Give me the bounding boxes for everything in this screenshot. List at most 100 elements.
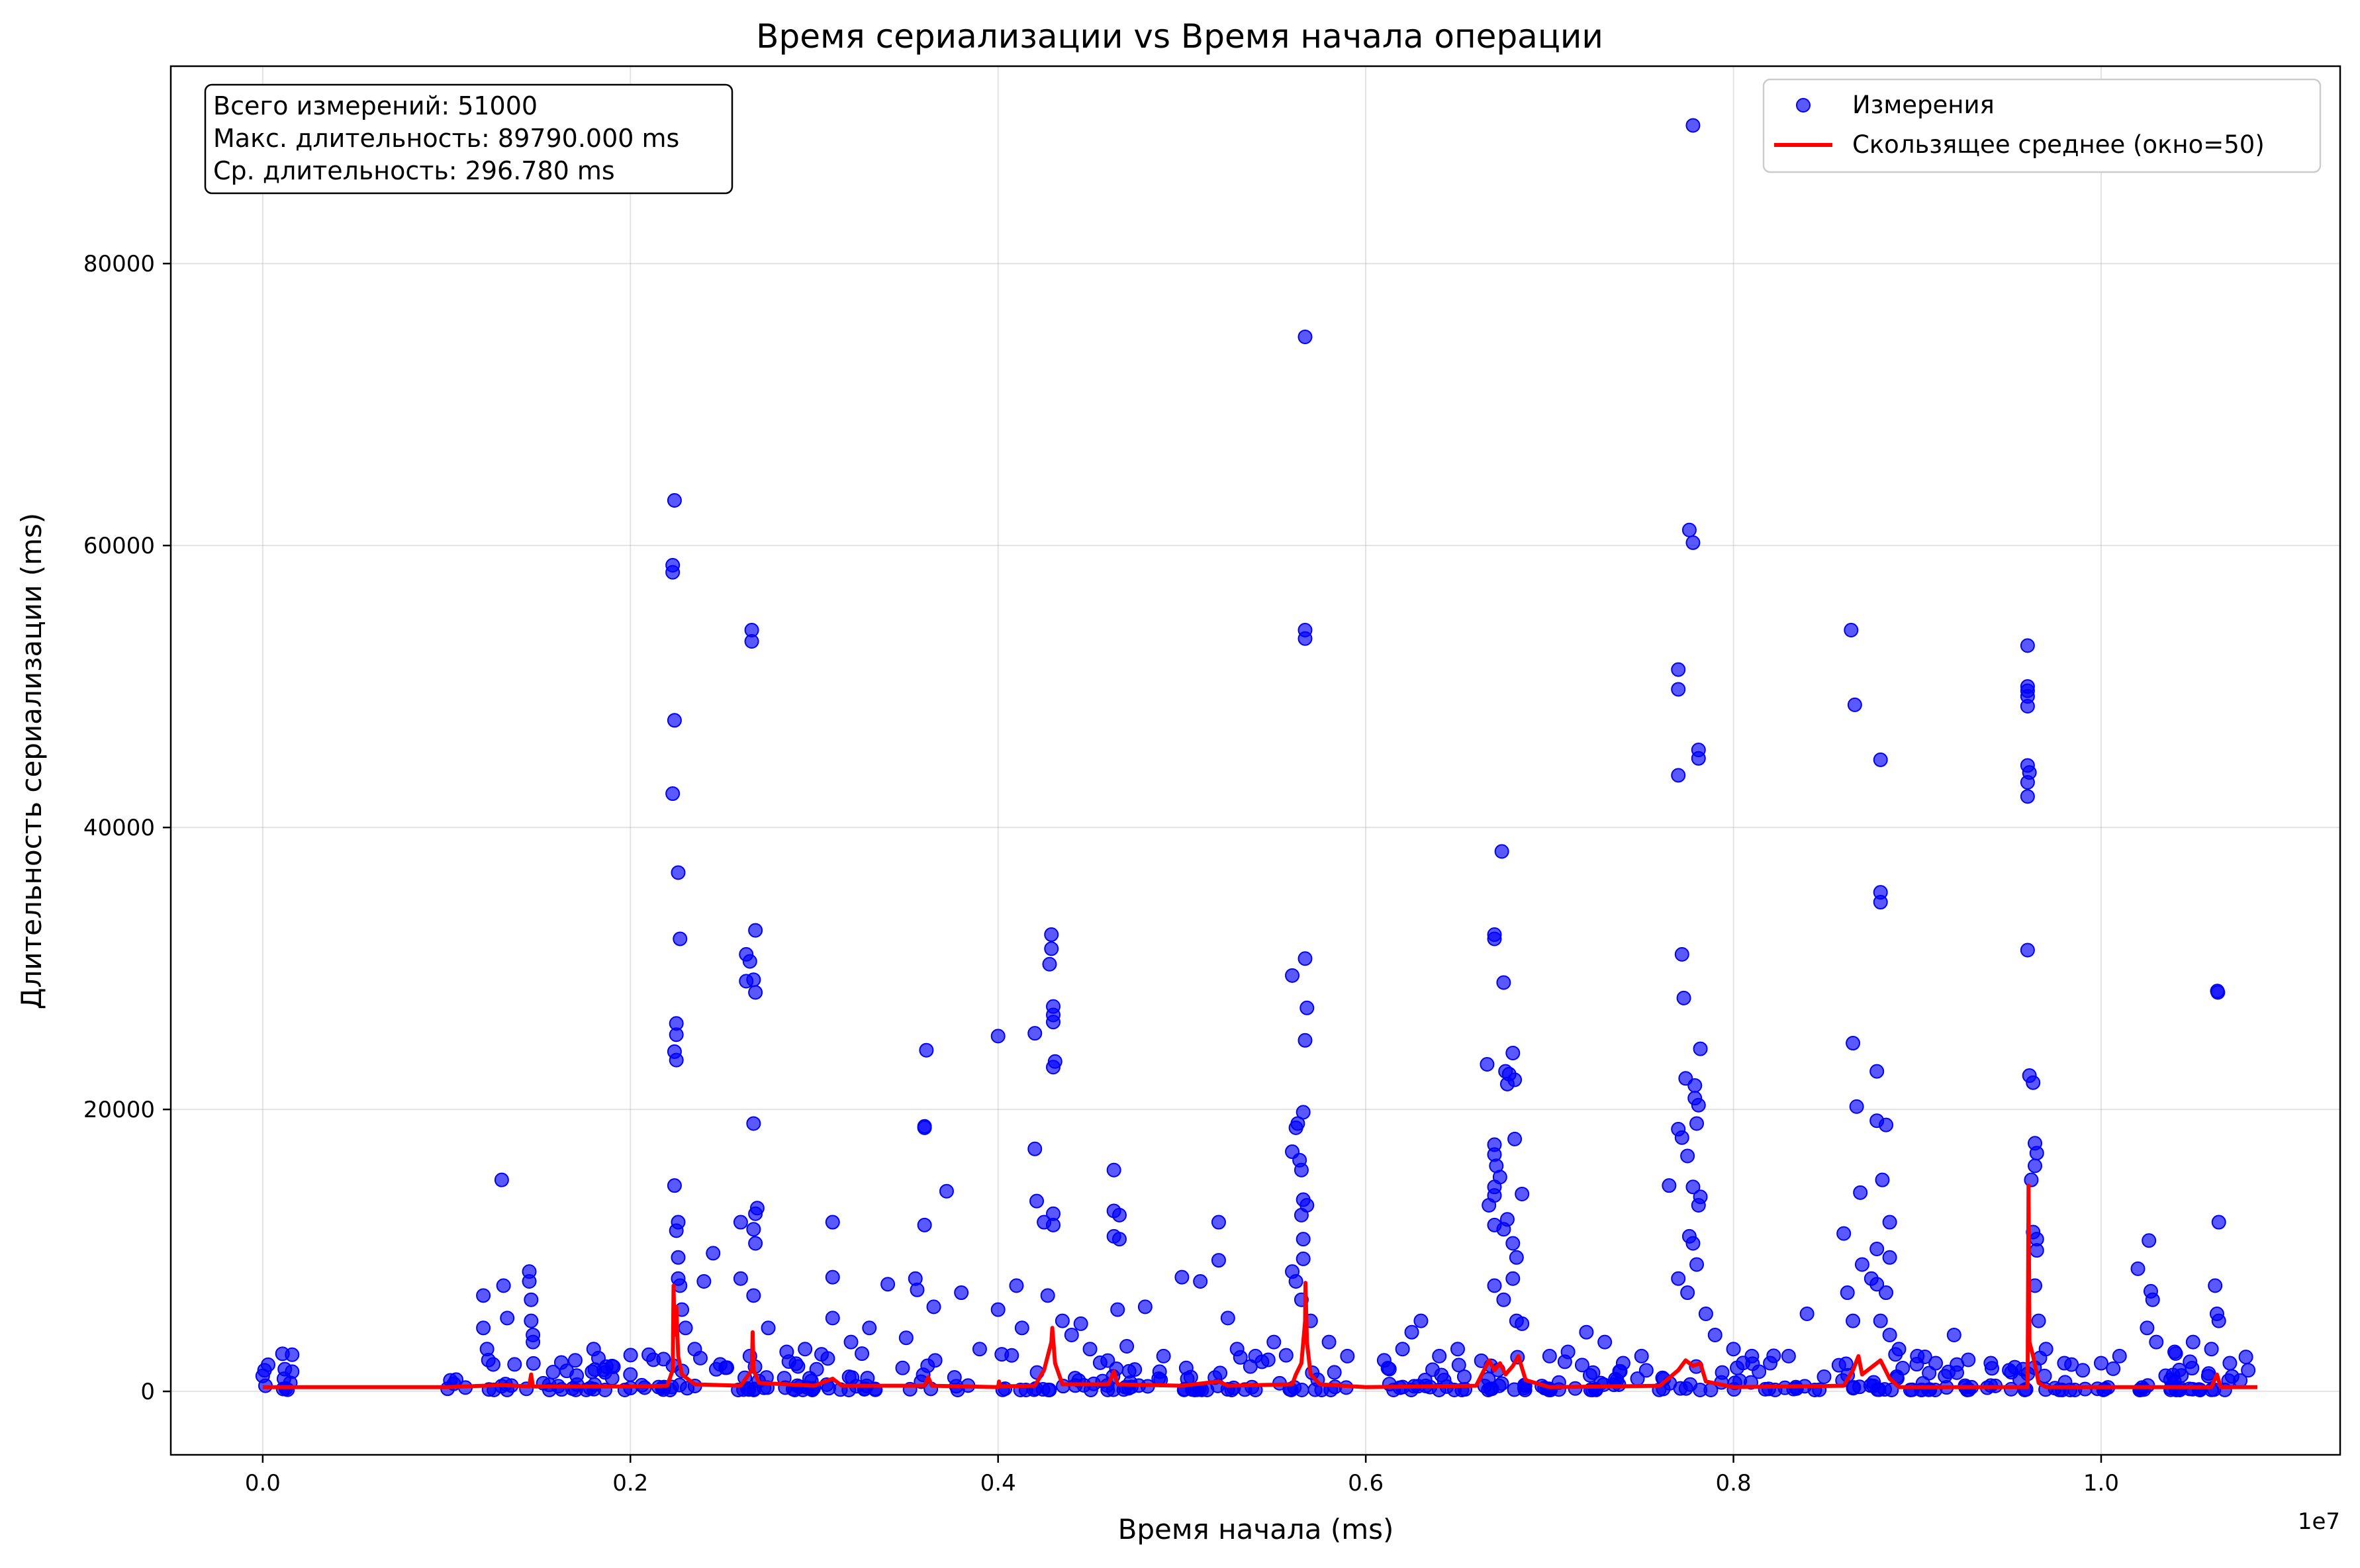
scatter-point [1938, 1369, 1953, 1384]
scatter-point [746, 1222, 761, 1237]
scatter-point [1515, 1186, 1530, 1201]
scatter-point [706, 1246, 721, 1261]
scatter-point [1854, 1257, 1869, 1272]
scatter-point [1321, 1334, 1337, 1350]
scatter-point [1456, 1369, 1472, 1384]
scatter-point [947, 1369, 962, 1385]
scatter-point [1873, 752, 1888, 767]
scatter-point [671, 865, 686, 880]
scatter-point [1288, 1120, 1303, 1135]
scatter-point [843, 1334, 859, 1350]
scatter-point [1481, 1382, 1496, 1397]
scatter-point [1298, 329, 1313, 344]
scatter-point [1111, 1232, 1127, 1247]
scatter-point [2211, 1215, 2226, 1230]
scatter-point [1298, 631, 1313, 646]
scatter-point [1869, 1242, 1885, 1257]
scatter-point [880, 1277, 896, 1292]
scatter-point [680, 1381, 695, 1396]
scatter-point [1846, 1313, 1861, 1328]
moving-average-line [262, 1183, 2257, 1389]
scatter-point [788, 1356, 804, 1371]
scatter-point [1680, 1148, 1695, 1164]
scatter-point [2031, 1313, 2046, 1328]
scatter-point [1817, 1369, 1832, 1384]
scatter-point [671, 1250, 686, 1265]
scatter-point [1836, 1226, 1852, 1241]
scatter-point [1307, 1382, 1323, 1397]
plot-area-frame [169, 65, 2341, 1456]
scatter-point [1382, 1361, 1397, 1377]
scatter-point [1685, 118, 1701, 133]
scatter-point [742, 954, 757, 969]
scatter-point [2185, 1381, 2200, 1397]
scatter-point [825, 1215, 840, 1230]
scatter-point [1285, 968, 1300, 983]
x-axis-label: Время начала (ms) [1118, 1513, 1394, 1545]
scatter-point [669, 1027, 684, 1042]
scatter-point [1685, 1236, 1701, 1251]
scatter-point [1869, 1277, 1885, 1292]
scatter-point [1487, 931, 1502, 946]
scatter-point [1882, 1250, 1897, 1265]
scatter-point [1689, 1116, 1705, 1131]
scatter-point [1630, 1371, 1645, 1387]
scatter-point [1082, 1342, 1098, 1357]
scatter-point [748, 985, 763, 1000]
scatter-point [280, 1382, 295, 1397]
scatter-point [2224, 1369, 2240, 1384]
scatter-point [1040, 1288, 1055, 1303]
scatter-point [2185, 1334, 2200, 1350]
scatter-point [748, 923, 763, 938]
scatter-point [1156, 1348, 1171, 1363]
scatter-point [1327, 1365, 1342, 1380]
y-axis-label: Длительность сериализации (ms) [15, 513, 48, 1010]
scatter-point [1674, 946, 1689, 962]
scatter-point [1137, 1299, 1153, 1314]
scatter-point [1671, 682, 1686, 697]
scatter-point [1110, 1302, 1125, 1317]
scatter-point [1294, 1207, 1309, 1222]
scatter-point [2140, 1320, 2155, 1336]
scatter-point [667, 493, 682, 508]
scatter-point [1505, 1236, 1521, 1251]
scatter-point [1882, 1215, 1897, 1230]
scatter-point [1450, 1342, 1465, 1357]
scatter-point [1004, 1348, 1019, 1363]
scatter-point [990, 1029, 1006, 1044]
scatter-point [667, 713, 682, 728]
scatter-point [1278, 1348, 1294, 1363]
scatter-point [1014, 1320, 1029, 1336]
scatter-point [1042, 1383, 1057, 1398]
scatter-point [1879, 1285, 1894, 1301]
scatter-point [744, 634, 759, 649]
scatter-point [939, 1183, 954, 1199]
scatter-point [1009, 1278, 1024, 1293]
scatter-point [1691, 1197, 1706, 1213]
scatter-point [669, 1052, 684, 1068]
scatter-point [1542, 1348, 1557, 1363]
scatter-point [1662, 1178, 1677, 1193]
stats-max-duration: Макс. длительность: 89790.000 ms [213, 124, 679, 153]
scatter-point [606, 1360, 621, 1375]
scatter-point [1691, 751, 1706, 766]
scatter-point [855, 1346, 870, 1361]
scatter-point [2026, 1075, 2041, 1090]
scatter-point [1027, 1141, 1043, 1156]
scatter-point [2020, 638, 2035, 653]
scatter-point [673, 931, 688, 946]
scatter-point [1574, 1358, 1589, 1373]
scatter-point [692, 1350, 708, 1365]
scatter-point [2106, 1361, 2121, 1376]
scatter-point [1294, 1162, 1309, 1177]
scatter-point [1676, 990, 1691, 1005]
scatter-point [1873, 1313, 1888, 1328]
legend-label-moving-average: Скользящее среднее (окно=50) [1852, 130, 2265, 159]
scatter-point [2204, 1342, 2219, 1357]
scatter-point [1693, 1041, 1708, 1056]
stats-total-count: Всего измерений: 51000 [213, 91, 538, 120]
scatter-point [553, 1355, 569, 1370]
scatter-point [1579, 1324, 1594, 1340]
scatter-point [862, 1320, 877, 1336]
